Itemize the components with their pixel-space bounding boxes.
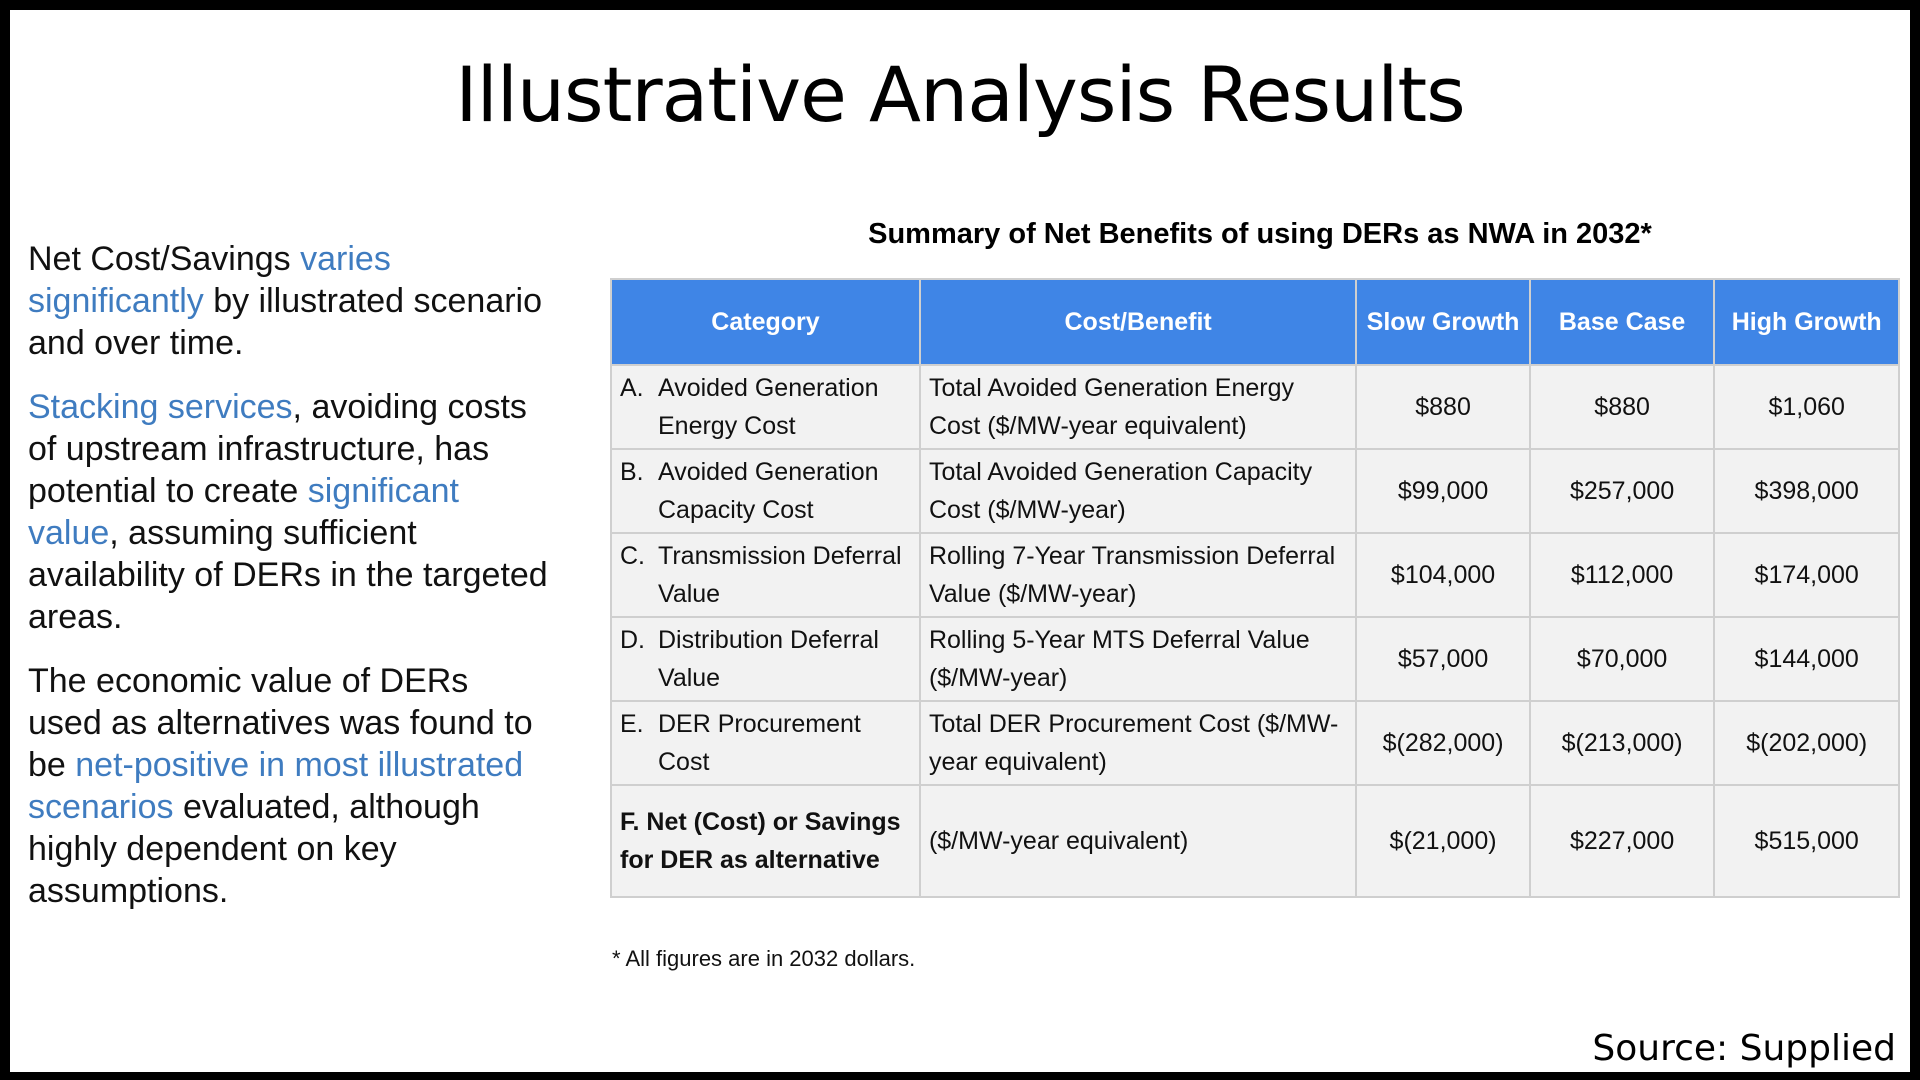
summary-text: Net Cost/Savings varies significantly by… (28, 238, 548, 934)
category-cell: F. Net (Cost) or Savings for DER as alte… (610, 784, 921, 898)
slide: Illustrative Analysis Results Net Cost/S… (10, 10, 1910, 1072)
table-row: C. Transmission Deferral Value Rolling 7-… (610, 532, 1900, 618)
summary-table: Category Cost/Benefit Slow Growth Base C… (610, 278, 1900, 898)
table-title: Summary of Net Benefits of using DERs as… (868, 218, 1652, 250)
table-row: E. DER Procurement Cost Total DER Procure… (610, 700, 1900, 786)
row-letter: E. (620, 710, 644, 738)
table-footnote: * All figures are in 2032 dollars. (612, 946, 916, 971)
cost-benefit-cell: Total Avoided Generation Energy Cost ($/… (918, 364, 1358, 450)
paragraph-3: The economic value of DERs used as alter… (28, 660, 548, 912)
page-title: Illustrative Analysis Results (455, 50, 1466, 139)
paragraph-1: Net Cost/Savings varies significantly by… (28, 238, 548, 364)
row-category: DER Procurement Cost (658, 710, 861, 776)
text-run: The economic value of DERs used as alter… (28, 662, 533, 784)
text-run: evaluated, although highly dependent on … (28, 788, 480, 910)
high-growth-cell: $398,000 (1713, 448, 1900, 534)
category-cell: C. Transmission Deferral Value (610, 532, 921, 618)
row-category: Distribution Deferral Value (658, 626, 879, 692)
cost-benefit-cell: ($/MW-year equivalent) (918, 784, 1358, 898)
slow-growth-cell: $880 (1355, 364, 1531, 450)
high-growth-cell: $515,000 (1713, 784, 1900, 898)
header-high-growth: High Growth (1713, 278, 1900, 366)
text-run: , assuming sufficient availability of DE… (28, 514, 548, 636)
high-growth-cell: $(202,000) (1713, 700, 1900, 786)
category-cell: D. Distribution Deferral Value (610, 616, 921, 702)
cost-benefit-cell: Total Avoided Generation Capacity Cost (… (918, 448, 1358, 534)
category-cell: A. Avoided Generation Energy Cost (610, 364, 921, 450)
base-case-cell: $112,000 (1528, 532, 1716, 618)
high-growth-cell: $174,000 (1713, 532, 1900, 618)
highlight-text: net-positive in most illustrated scenari… (28, 746, 524, 826)
header-base-case: Base Case (1528, 278, 1716, 366)
high-growth-cell: $1,060 (1713, 364, 1900, 450)
base-case-cell: $257,000 (1528, 448, 1716, 534)
table-header-row: Category Cost/Benefit Slow Growth Base C… (610, 278, 1900, 366)
cost-benefit-cell: Rolling 7-Year Transmission Deferral Val… (918, 532, 1358, 618)
slow-growth-cell: $(21,000) (1355, 784, 1531, 898)
table-row: A. Avoided Generation Energy Cost Total A… (610, 364, 1900, 450)
cost-benefit-cell: Rolling 5-Year MTS Deferral Value ($/MW-… (918, 616, 1358, 702)
slow-growth-cell: $(282,000) (1355, 700, 1531, 786)
text-run: Net Cost/Savings (28, 240, 301, 278)
row-letter: A. (620, 374, 644, 402)
base-case-cell: $(213,000) (1528, 700, 1716, 786)
highlight-text: significant value (28, 472, 459, 552)
table-row: B. Avoided Generation Capacity Cost Total… (610, 448, 1900, 534)
source-credit: Source: Supplied (1592, 1028, 1896, 1069)
category-cell: B. Avoided Generation Capacity Cost (610, 448, 921, 534)
row-letter: C. (620, 542, 645, 570)
slow-growth-cell: $57,000 (1355, 616, 1531, 702)
high-growth-cell: $144,000 (1713, 616, 1900, 702)
paragraph-2: Stacking services, avoiding costs of ups… (28, 386, 548, 638)
base-case-cell: $227,000 (1528, 784, 1716, 898)
row-letter: D. (620, 626, 645, 654)
table-row: D. Distribution Deferral Value Rolling 5-… (610, 616, 1900, 702)
highlight-text: Stacking services (28, 388, 293, 426)
highlight-text: varies significantly (28, 240, 391, 320)
row-letter: B. (620, 458, 644, 486)
base-case-cell: $70,000 (1528, 616, 1716, 702)
cost-benefit-cell: Total DER Procurement Cost ($/MW-year eq… (918, 700, 1358, 786)
category-cell: E. DER Procurement Cost (610, 700, 921, 786)
slow-growth-cell: $99,000 (1355, 448, 1531, 534)
row-category: Transmission Deferral Value (658, 542, 902, 608)
table-row-total: F. Net (Cost) or Savings for DER as alte… (610, 784, 1900, 898)
slow-growth-cell: $104,000 (1355, 532, 1531, 618)
row-category: Avoided Generation Energy Cost (658, 374, 879, 440)
row-category: Avoided Generation Capacity Cost (658, 458, 879, 524)
header-slow-growth: Slow Growth (1355, 278, 1531, 366)
text-run: , avoiding costs of upstream infrastruct… (28, 388, 527, 510)
header-cost-benefit: Cost/Benefit (918, 278, 1358, 366)
text-run: by illustrated scenario and over time. (28, 282, 543, 362)
base-case-cell: $880 (1528, 364, 1716, 450)
header-category: Category (610, 278, 921, 366)
